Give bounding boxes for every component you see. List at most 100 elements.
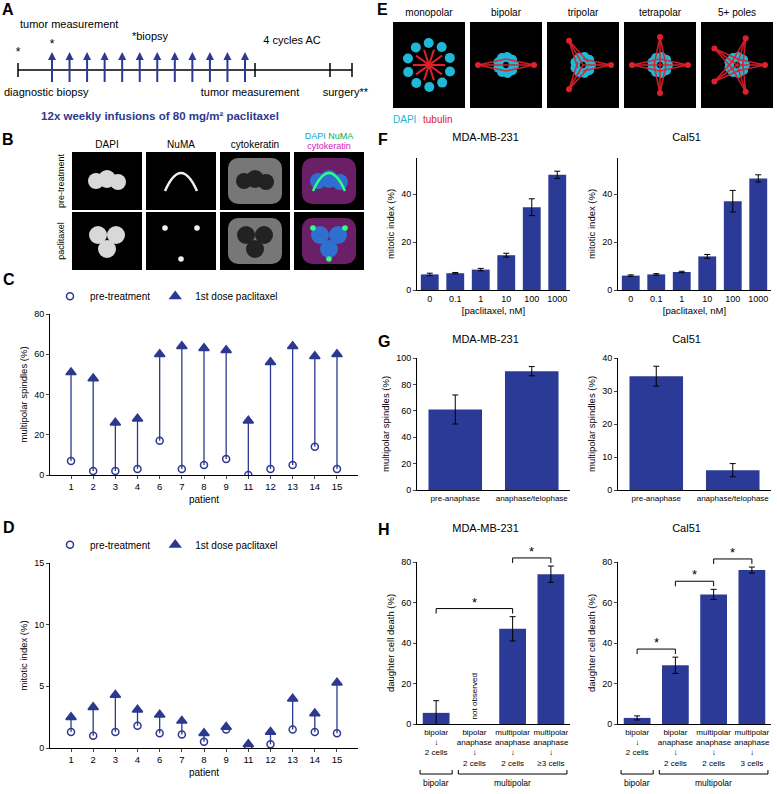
svg-text:14: 14 bbox=[310, 754, 321, 765]
svg-text:multipolaranaphase↓2 cells: multipolaranaphase↓2 cells bbox=[495, 728, 531, 768]
svg-text:mitotic index (%): mitotic index (%) bbox=[18, 620, 29, 690]
svg-text:13: 13 bbox=[287, 754, 298, 765]
svg-text:11: 11 bbox=[243, 754, 253, 765]
svg-text:surgery**: surgery** bbox=[323, 86, 369, 98]
svg-text:*: * bbox=[692, 567, 697, 582]
svg-text:pre-anaphase: pre-anaphase bbox=[632, 494, 682, 503]
svg-text:multipolaranaphase↓2 cells: multipolaranaphase↓2 cells bbox=[696, 728, 732, 768]
svg-text:cytokeratin: cytokeratin bbox=[307, 141, 351, 151]
svg-text:0.1: 0.1 bbox=[650, 294, 663, 304]
svg-text:DAPI: DAPI bbox=[393, 114, 416, 125]
svg-text:15: 15 bbox=[332, 481, 343, 492]
svg-text:bipolaranaphase↓2 cells: bipolaranaphase↓2 cells bbox=[457, 728, 493, 768]
svg-text:20: 20 bbox=[602, 237, 612, 247]
svg-text:4: 4 bbox=[135, 754, 140, 765]
svg-text:100: 100 bbox=[524, 294, 539, 304]
svg-text:B: B bbox=[2, 131, 14, 148]
svg-text:1st dose paclitaxel: 1st dose paclitaxel bbox=[195, 291, 277, 302]
svg-text:Cal51: Cal51 bbox=[672, 131, 701, 143]
svg-text:15: 15 bbox=[34, 558, 44, 568]
svg-text:0: 0 bbox=[607, 485, 612, 495]
svg-text:12: 12 bbox=[265, 754, 276, 765]
svg-text:6: 6 bbox=[157, 481, 162, 492]
svg-text:DAPI: DAPI bbox=[95, 139, 118, 150]
svg-text:bipolar: bipolar bbox=[423, 778, 449, 788]
svg-text:12x weekly infusions of 80 mg/: 12x weekly infusions of 80 mg/m² paclita… bbox=[41, 110, 279, 122]
svg-text:diagnostic biopsy: diagnostic biopsy bbox=[4, 86, 89, 98]
svg-text:80: 80 bbox=[602, 557, 612, 567]
svg-text:60: 60 bbox=[34, 349, 44, 359]
svg-text:multipolar: multipolar bbox=[695, 778, 732, 788]
svg-text:40: 40 bbox=[401, 432, 411, 442]
svg-text:*: * bbox=[472, 595, 477, 610]
svg-text:bipolar↓2 cells: bipolar↓2 cells bbox=[625, 728, 649, 758]
svg-text:100: 100 bbox=[725, 294, 740, 304]
svg-text:1000: 1000 bbox=[748, 294, 768, 304]
svg-text:0: 0 bbox=[628, 294, 633, 304]
svg-text:1: 1 bbox=[478, 294, 483, 304]
svg-text:*: * bbox=[529, 544, 534, 559]
svg-text:0: 0 bbox=[607, 285, 612, 295]
svg-text:1: 1 bbox=[68, 481, 73, 492]
svg-text:5+ poles: 5+ poles bbox=[718, 7, 756, 18]
svg-text:80: 80 bbox=[401, 380, 411, 390]
svg-text:10: 10 bbox=[501, 294, 511, 304]
svg-text:bipolaranaphase↓2 cells: bipolaranaphase↓2 cells bbox=[658, 728, 694, 768]
svg-text:15: 15 bbox=[332, 754, 343, 765]
svg-text:*: * bbox=[654, 635, 659, 650]
svg-text:0: 0 bbox=[427, 294, 432, 304]
svg-text:40: 40 bbox=[34, 390, 44, 400]
svg-text:9: 9 bbox=[224, 481, 229, 492]
svg-text:14: 14 bbox=[310, 481, 321, 492]
svg-text:patient: patient bbox=[189, 767, 219, 778]
svg-text:10: 10 bbox=[602, 452, 612, 462]
svg-text:40: 40 bbox=[602, 353, 612, 363]
svg-text:mitotic index (%): mitotic index (%) bbox=[385, 189, 396, 259]
svg-text:multipolaranaphase↓3 cells: multipolaranaphase↓3 cells bbox=[734, 728, 770, 768]
svg-text:2: 2 bbox=[91, 481, 96, 492]
svg-text:tumor measurement: tumor measurement bbox=[20, 18, 118, 30]
svg-text:*: * bbox=[730, 545, 735, 560]
svg-text:40: 40 bbox=[602, 638, 612, 648]
svg-text:7: 7 bbox=[179, 481, 184, 492]
svg-text:anaphase/telophase: anaphase/telophase bbox=[496, 494, 569, 503]
svg-text:8: 8 bbox=[201, 481, 206, 492]
svg-text:4: 4 bbox=[135, 481, 140, 492]
svg-text:MDA-MB-231: MDA-MB-231 bbox=[452, 131, 519, 143]
svg-text:40: 40 bbox=[602, 189, 612, 199]
svg-text:40: 40 bbox=[401, 638, 411, 648]
svg-text:1st dose paclitaxel: 1st dose paclitaxel bbox=[195, 540, 277, 551]
svg-text:multipolar spindles (%): multipolar spindles (%) bbox=[380, 376, 391, 472]
svg-text:[paclitaxel, nM]: [paclitaxel, nM] bbox=[663, 305, 726, 316]
svg-text:0: 0 bbox=[39, 743, 44, 753]
svg-text:*: * bbox=[50, 37, 55, 51]
svg-text:20: 20 bbox=[401, 237, 411, 247]
svg-text:pre-treatment: pre-treatment bbox=[56, 153, 66, 208]
svg-text:E: E bbox=[377, 1, 388, 18]
svg-text:monopolar: monopolar bbox=[405, 7, 453, 18]
svg-text:20: 20 bbox=[401, 679, 411, 689]
svg-text:multipolar spindles (%): multipolar spindles (%) bbox=[586, 376, 597, 472]
svg-text:10: 10 bbox=[702, 294, 712, 304]
svg-text:60: 60 bbox=[602, 598, 612, 608]
svg-text:tubulin: tubulin bbox=[423, 114, 452, 125]
svg-text:bipolar↓2 cells: bipolar↓2 cells bbox=[424, 728, 448, 758]
svg-text:cytokeratin: cytokeratin bbox=[231, 139, 279, 150]
svg-text:multipolar: multipolar bbox=[494, 778, 531, 788]
svg-text:tetrapolar: tetrapolar bbox=[639, 7, 682, 18]
svg-text:100: 100 bbox=[396, 353, 411, 363]
svg-text:0: 0 bbox=[607, 719, 612, 729]
svg-text:not observed: not observed bbox=[470, 673, 479, 719]
svg-text:paclitaxel: paclitaxel bbox=[56, 222, 66, 260]
svg-text:20: 20 bbox=[602, 679, 612, 689]
svg-text:multipolar spindles (%): multipolar spindles (%) bbox=[18, 346, 29, 442]
svg-text:5: 5 bbox=[39, 681, 44, 691]
svg-text:mitotic index (%): mitotic index (%) bbox=[586, 189, 597, 259]
svg-text:30: 30 bbox=[602, 386, 612, 396]
svg-text:40: 40 bbox=[401, 189, 411, 199]
svg-text:0: 0 bbox=[406, 285, 411, 295]
svg-text:MDA-MB-231: MDA-MB-231 bbox=[452, 333, 519, 345]
svg-text:10: 10 bbox=[34, 620, 44, 630]
svg-text:20: 20 bbox=[401, 459, 411, 469]
svg-text:bipolar: bipolar bbox=[491, 7, 522, 18]
